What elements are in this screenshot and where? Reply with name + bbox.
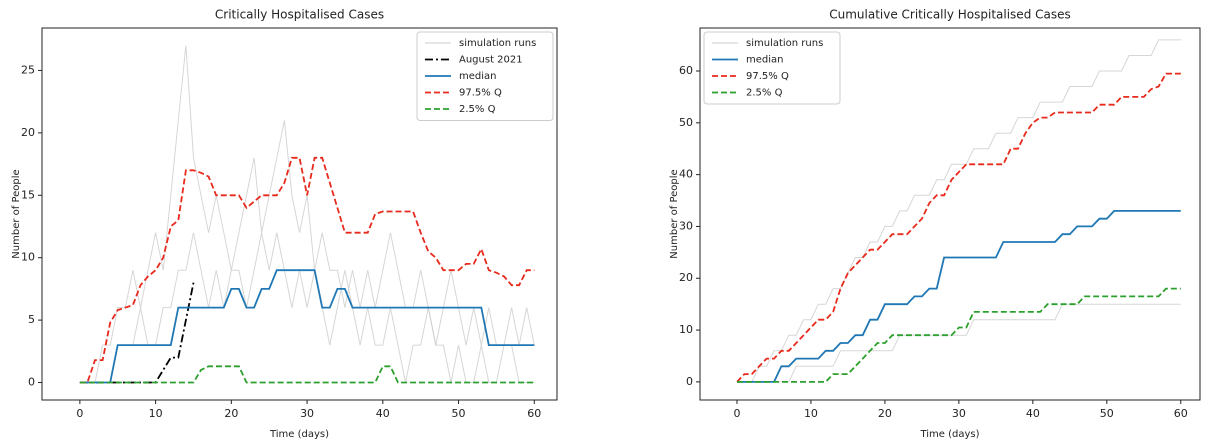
x-tick-label: 30 (300, 407, 314, 420)
plot-frame (41, 27, 558, 401)
x-tick-label: 20 (878, 407, 892, 420)
y-tick-label: 0 (686, 375, 693, 388)
simulation-run (737, 39, 1181, 383)
chart-title: Cumulative Critically Hospitalised Cases (829, 8, 1071, 22)
x-tick-label: 60 (527, 407, 541, 420)
y-axis-label: Number of People (669, 169, 680, 258)
legend-label: August 2021 (459, 55, 523, 66)
x-tick-label: 0 (733, 407, 740, 420)
x-tick-label: 50 (1100, 407, 1114, 420)
y-tick-label: 20 (679, 271, 693, 284)
legend-label: simulation runs (459, 38, 536, 49)
simulation-run (737, 303, 1181, 383)
legend-label: 97.5% Q (746, 71, 789, 82)
series-line (79, 156, 535, 384)
x-axis-label: Time (days) (919, 429, 979, 440)
series-line (737, 287, 1181, 383)
y-tick-label: 20 (21, 126, 35, 139)
x-tick-label: 10 (804, 407, 818, 420)
x-tick-label: 60 (1174, 407, 1188, 420)
y-tick-label: 50 (679, 116, 693, 129)
series-line (736, 72, 1181, 383)
legend-label: 2.5% Q (746, 88, 783, 99)
series-line (737, 210, 1181, 383)
y-tick-label: 0 (28, 376, 35, 389)
legend-label: median (746, 55, 784, 66)
plot-frame (699, 27, 1201, 401)
y-axis-label: Number of People (11, 169, 22, 258)
y-tick-label: 10 (21, 251, 35, 264)
y-tick-label: 5 (28, 313, 35, 326)
y-tick-label: 10 (679, 323, 693, 336)
y-tick-label: 60 (679, 64, 693, 77)
x-tick-label: 40 (1026, 407, 1040, 420)
series-line (79, 269, 535, 384)
series-line (79, 282, 195, 384)
y-tick-label: 25 (21, 63, 35, 76)
y-tick-label: 40 (679, 168, 693, 181)
legend-box (703, 31, 841, 105)
x-tick-label: 40 (376, 407, 390, 420)
legend-label: 97.5% Q (459, 88, 502, 99)
y-tick-label: 15 (21, 188, 35, 201)
x-axis-label: Time (days) (269, 429, 329, 440)
legend-label: simulation runs (746, 38, 823, 49)
y-tick-label: 30 (679, 219, 693, 232)
x-tick-label: 0 (76, 407, 83, 420)
legend-label: median (459, 71, 497, 82)
chart-title: Critically Hospitalised Cases (215, 8, 384, 22)
series-line (79, 365, 535, 384)
x-tick-label: 20 (224, 407, 238, 420)
legend-box (416, 31, 554, 121)
x-tick-label: 30 (952, 407, 966, 420)
x-tick-label: 10 (149, 407, 163, 420)
legend-label: 2.5% Q (459, 104, 496, 115)
x-tick-label: 50 (452, 407, 466, 420)
